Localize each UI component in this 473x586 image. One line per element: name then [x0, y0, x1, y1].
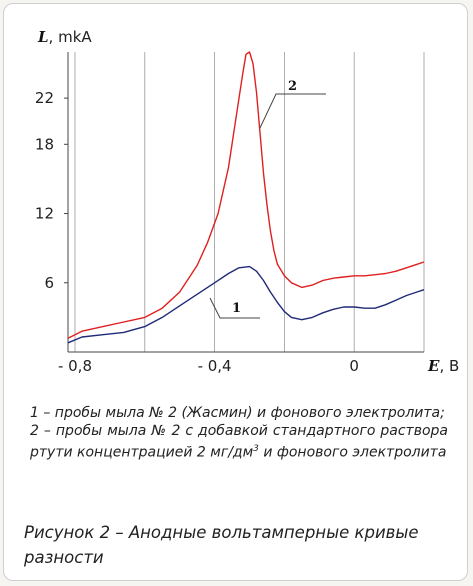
series-2-leader-line: [259, 93, 326, 129]
y-axis-unit: , mkA: [49, 28, 93, 46]
series-1-leader-line: [209, 297, 260, 319]
x-tick-label: - 0,4: [198, 357, 232, 375]
y-tick-labels: 6 12 18 22: [35, 89, 68, 292]
series-2-label: 2: [288, 79, 297, 94]
figure-frame: 6 12 18 22 - 0,8 - 0,4 0 L, mkA E, В 2 1 1 – …: [3, 3, 468, 581]
legend-line-2-text: 2 – пробы мыла № 2 с добавкой стандартно…: [30, 423, 448, 461]
y-axis-label: L, mkA: [37, 28, 92, 46]
legend-line-2: 2 – пробы мыла № 2 с добавкой стандартно…: [30, 422, 448, 462]
y-axis-symbol: L: [37, 28, 49, 46]
series-2-line: [67, 51, 425, 339]
x-axis-unit: , В: [439, 357, 459, 375]
x-axis-label: E, В: [427, 357, 459, 375]
grid: [74, 52, 425, 352]
x-tick-label: - 0,8: [58, 357, 92, 375]
legend-line-2-superscript: 3: [253, 444, 259, 454]
axes: [67, 52, 424, 353]
x-tick-label: 0: [349, 357, 359, 375]
x-axis-symbol: E: [427, 357, 440, 375]
y-tick-label: 22: [35, 89, 54, 107]
legend-line-1: 1 – пробы мыла № 2 (Жасмин) и фонового э…: [30, 405, 445, 421]
y-tick-label: 18: [35, 135, 54, 153]
legend-text: 1 – пробы мыла № 2 (Жасмин) и фонового э…: [30, 404, 448, 462]
y-tick-label: 12: [35, 205, 54, 223]
series-1-line: [67, 265, 425, 344]
voltammogram-chart: 6 12 18 22 - 0,8 - 0,4 0 L, mkA E, В 2 1: [35, 28, 459, 375]
series-lines: [67, 51, 425, 344]
series-1-label: 1: [232, 301, 241, 316]
x-tick-labels: - 0,8 - 0,4 0: [58, 357, 359, 375]
legend-line-2-tail: и фонового электролита: [258, 444, 447, 461]
y-tick-label: 6: [44, 274, 54, 292]
figure-caption: Рисунок 2 – Анодные вольтамперные кривые…: [24, 523, 419, 567]
